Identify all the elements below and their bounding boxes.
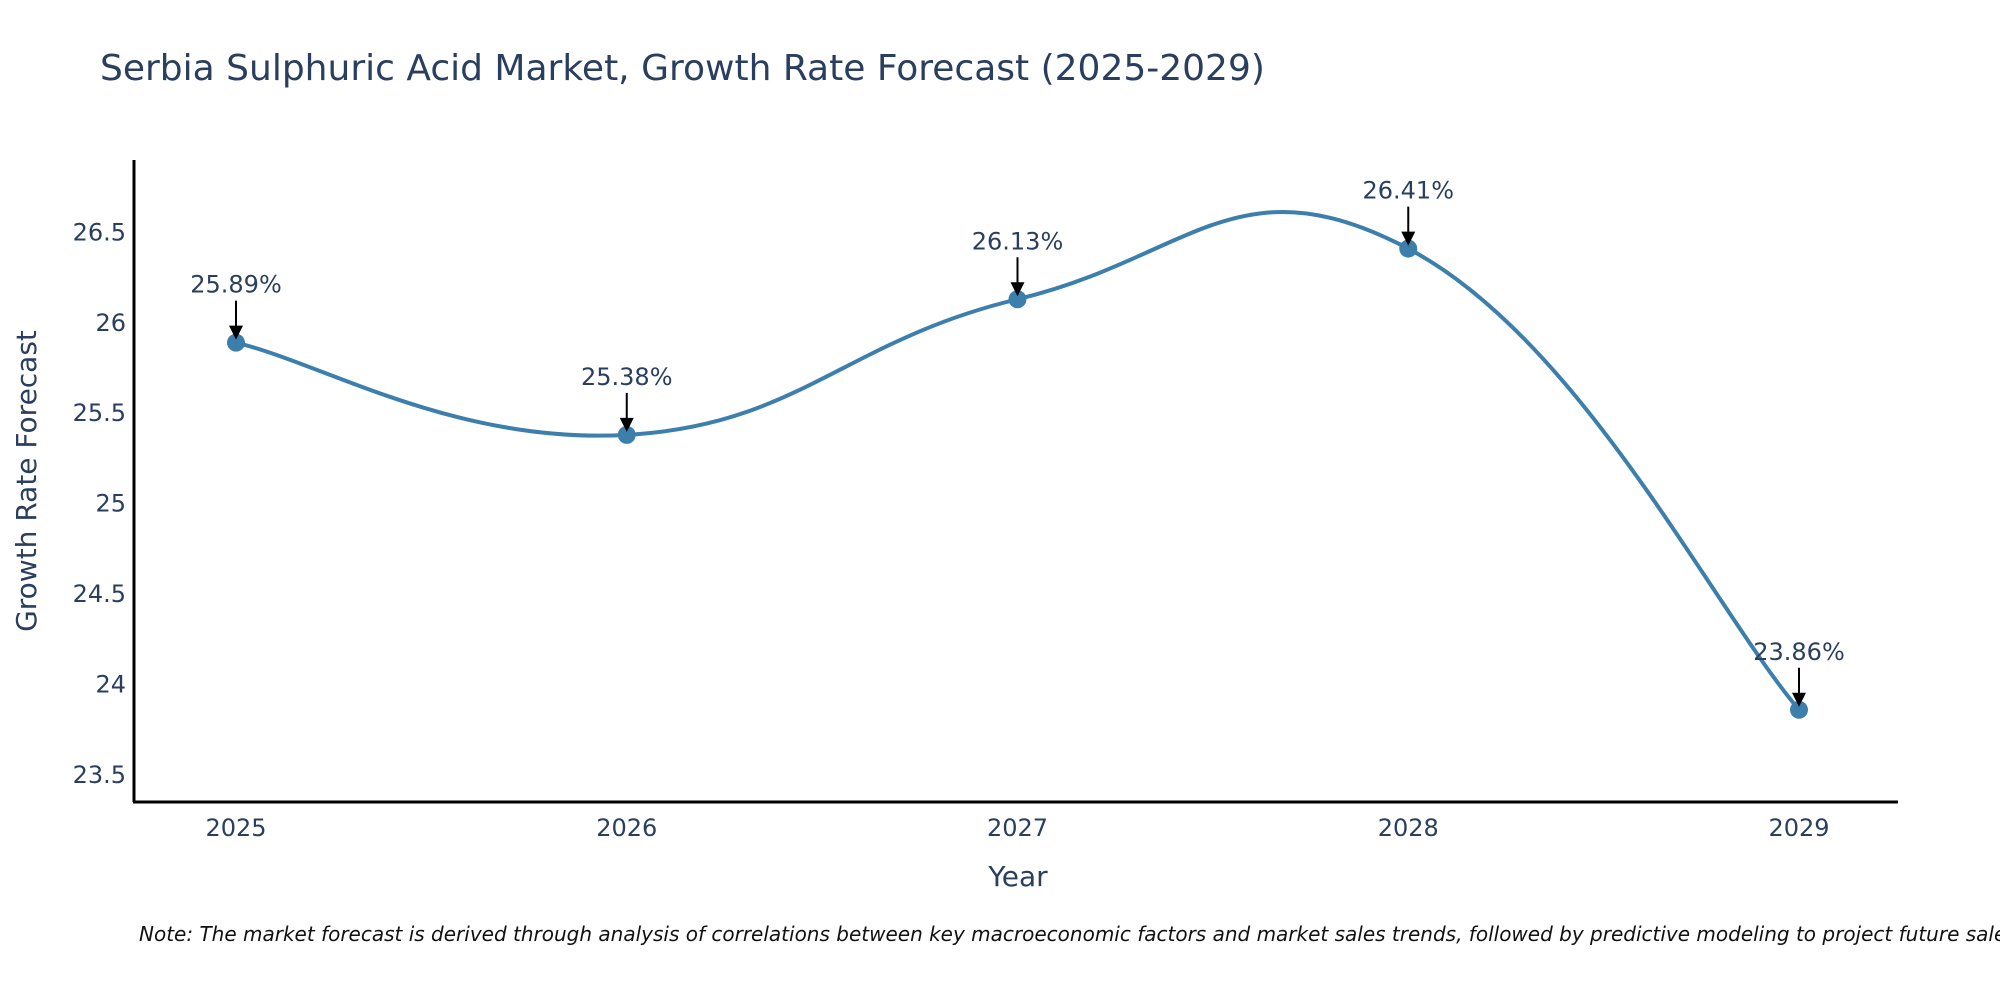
y-tick-label: 25.5	[73, 399, 126, 427]
annotation-arrow-head	[1401, 231, 1416, 246]
data-marks: 25.89% 25.38% 26.13% 26.41% 23.86%	[190, 177, 1845, 719]
chart-title: Serbia Sulphuric Acid Market, Growth Rat…	[100, 48, 1265, 89]
y-axis-title: Growth Rate Forecast	[10, 330, 43, 632]
data-label-2025: 25.89%	[190, 271, 282, 299]
data-label-2028: 26.41%	[1362, 177, 1454, 205]
x-tick-label: 2028	[1378, 814, 1439, 842]
y-tick-label: 24	[95, 670, 126, 698]
y-tick-label: 23.5	[73, 761, 126, 789]
annotation-arrow-head	[1792, 692, 1806, 707]
y-tick-label: 25	[95, 490, 126, 518]
data-point-2026	[617, 425, 636, 444]
annotation-arrow-head	[1010, 282, 1025, 297]
x-tick-label: 2029	[1768, 814, 1829, 842]
data-label-2029: 23.86%	[1753, 638, 1845, 666]
data-point-2027	[1008, 290, 1027, 309]
x-tick-label: 2025	[205, 814, 266, 842]
y-tick-labels: 23.5 24 24.5 25 25.5 26 26.5	[73, 218, 126, 789]
data-point-2025	[227, 333, 245, 352]
annotation-arrow-head	[229, 325, 243, 340]
growth-rate-series-line	[235, 210, 1801, 712]
data-label-2027: 26.13%	[972, 227, 1064, 255]
data-label-2026: 25.38%	[581, 363, 673, 391]
annotation-arrow-head	[619, 417, 634, 432]
data-point-2029	[1790, 700, 1808, 719]
y-tick-label: 26.5	[73, 218, 126, 246]
data-point-2028	[1399, 239, 1418, 258]
x-tick-labels: 2025 2026 2027 2028 2029	[205, 814, 1829, 842]
x-tick-label: 2026	[596, 814, 657, 842]
y-tick-label: 26	[95, 309, 126, 337]
footnote-text: Note: The market forecast is derived thr…	[139, 922, 2000, 946]
x-tick-label: 2027	[987, 814, 1048, 842]
y-tick-label: 24.5	[73, 580, 126, 608]
x-axis-title: Year	[987, 860, 1048, 893]
